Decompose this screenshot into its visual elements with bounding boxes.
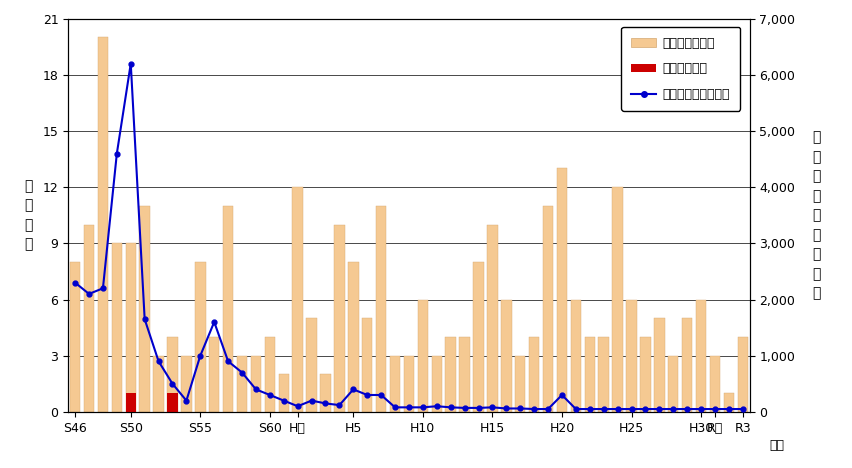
Bar xyxy=(654,318,665,412)
Bar xyxy=(167,337,178,412)
Bar xyxy=(459,337,469,412)
Bar xyxy=(501,300,511,412)
Bar xyxy=(279,374,289,412)
Bar xyxy=(167,393,178,412)
Bar xyxy=(738,337,748,412)
Bar xyxy=(307,318,317,412)
Bar xyxy=(487,225,498,412)
Bar xyxy=(446,337,456,412)
Bar xyxy=(626,300,636,412)
Bar xyxy=(125,243,136,412)
Bar xyxy=(556,168,567,412)
Bar xyxy=(640,337,651,412)
Bar xyxy=(571,300,581,412)
Bar xyxy=(515,356,526,412)
Bar xyxy=(710,356,720,412)
Bar xyxy=(195,262,205,412)
Bar xyxy=(668,356,678,412)
Legend: 注意報発令回数, 警報発令回数, 届出被害者数（人）: 注意報発令回数, 警報発令回数, 届出被害者数（人） xyxy=(621,27,740,111)
Bar xyxy=(376,206,386,412)
Bar xyxy=(543,206,553,412)
Bar xyxy=(70,262,80,412)
Bar xyxy=(390,356,400,412)
Bar xyxy=(292,187,303,412)
Bar xyxy=(598,337,609,412)
Bar xyxy=(682,318,693,412)
Bar xyxy=(209,337,220,412)
Bar xyxy=(265,337,275,412)
Bar xyxy=(529,337,539,412)
Bar xyxy=(474,262,484,412)
Bar xyxy=(181,356,192,412)
Bar xyxy=(417,300,428,412)
Bar xyxy=(404,356,414,412)
Bar xyxy=(334,225,344,412)
Bar xyxy=(348,262,359,412)
Bar xyxy=(613,187,623,412)
Bar xyxy=(153,356,164,412)
Bar xyxy=(320,374,331,412)
Bar xyxy=(112,243,122,412)
Bar xyxy=(83,225,95,412)
Y-axis label: 届
出
被
害
者
数
（
人
）: 届 出 被 害 者 数 （ 人 ） xyxy=(812,130,820,300)
Bar xyxy=(250,356,262,412)
Y-axis label: 発
令
回
数: 発 令 回 数 xyxy=(25,179,33,251)
Bar xyxy=(432,356,442,412)
Bar xyxy=(696,300,706,412)
X-axis label: 年度: 年度 xyxy=(769,439,785,453)
Bar xyxy=(584,337,595,412)
Bar xyxy=(362,318,372,412)
Bar xyxy=(223,206,233,412)
Bar xyxy=(237,356,247,412)
Bar xyxy=(125,393,136,412)
Bar xyxy=(140,206,150,412)
Bar xyxy=(98,37,108,412)
Bar xyxy=(723,393,734,412)
